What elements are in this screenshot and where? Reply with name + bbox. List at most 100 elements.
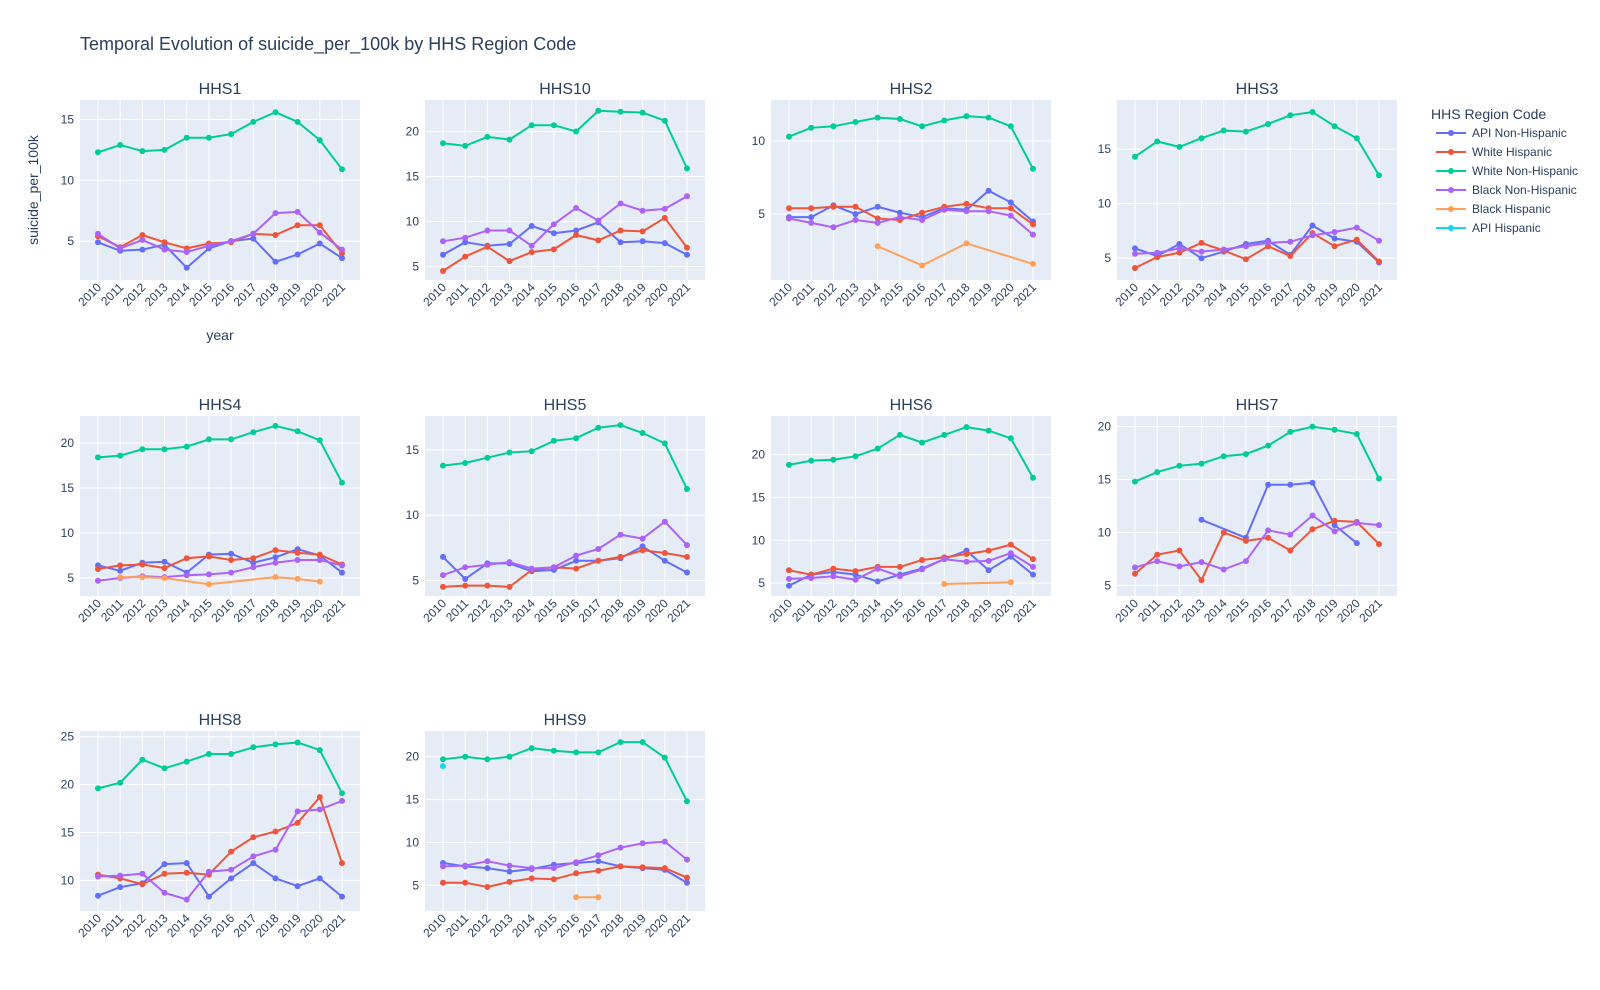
data-point	[117, 142, 124, 148]
data-point	[874, 565, 881, 572]
data-point	[1376, 258, 1382, 265]
x-tick-label: 2012	[465, 911, 494, 940]
data-point	[462, 576, 469, 582]
data-point	[183, 134, 190, 141]
data-point	[617, 108, 624, 115]
data-point	[852, 453, 859, 460]
data-point	[661, 550, 668, 556]
data-point	[339, 893, 345, 900]
legend-item-api-hispanic[interactable]: API Hispanic	[1436, 221, 1541, 235]
data-point	[617, 531, 624, 538]
data-point	[1030, 260, 1036, 267]
x-tick-label: 2011	[789, 596, 817, 624]
data-point	[852, 576, 859, 583]
data-point	[506, 241, 513, 247]
subplot-title: HHS10	[539, 81, 591, 98]
data-point	[205, 134, 212, 141]
x-tick-label: 2018	[1290, 596, 1319, 625]
data-point	[808, 219, 815, 226]
subplot-hhs1: HHS1510152010201120122013201420152016201…	[25, 81, 360, 343]
data-point	[139, 561, 146, 568]
subplot-hhs3: HHS3510152010201120122013201420152016201…	[1098, 81, 1397, 309]
x-tick-label: 2017	[231, 911, 260, 940]
data-point	[316, 578, 323, 585]
x-tick-label: 2017	[231, 596, 260, 625]
data-point	[161, 870, 168, 877]
x-tick-label: 2016	[1245, 280, 1274, 309]
data-point	[528, 865, 535, 872]
data-point	[484, 858, 491, 865]
data-point	[228, 238, 235, 245]
y-tick-label: 15	[61, 481, 75, 495]
series-line	[789, 202, 1034, 226]
data-point	[1007, 579, 1014, 586]
y-tick-label: 10	[406, 508, 420, 522]
data-point	[1220, 529, 1227, 536]
x-tick-label: 2010	[420, 280, 449, 309]
data-point	[462, 460, 469, 466]
data-point	[339, 797, 345, 804]
data-point	[117, 452, 124, 459]
x-tick-label: 2010	[766, 596, 795, 625]
x-tick-label: 2018	[253, 280, 282, 309]
data-point	[440, 763, 446, 770]
data-point	[117, 574, 124, 581]
data-point	[617, 200, 624, 207]
data-point	[941, 117, 948, 124]
legend-item-api-non-hispanic[interactable]: API Non-Hispanic	[1436, 126, 1567, 140]
data-point	[985, 567, 992, 574]
series-line	[788, 115, 1034, 170]
data-point	[1007, 550, 1014, 557]
data-point	[808, 457, 815, 464]
data-point	[573, 749, 580, 756]
x-tick-label: 2020	[1334, 280, 1363, 309]
x-tick-label: 2016	[208, 280, 237, 309]
data-point	[139, 574, 146, 581]
data-point	[528, 122, 535, 129]
data-point	[161, 239, 168, 246]
data-point	[272, 574, 279, 581]
y-tick-label: 15	[406, 793, 420, 807]
series-black-non-hispanic	[440, 518, 690, 579]
x-tick-label: 2014	[1201, 280, 1230, 309]
data-point	[808, 205, 815, 212]
x-tick-label: 2019	[620, 280, 649, 309]
data-point	[462, 564, 469, 571]
legend-swatch-marker	[1448, 168, 1454, 174]
legend-item-black-hispanic[interactable]: Black Hispanic	[1436, 202, 1551, 216]
legend-swatch-marker	[1448, 130, 1454, 136]
data-point	[528, 565, 535, 572]
x-tick-label: 2017	[922, 596, 951, 625]
data-point	[484, 756, 491, 763]
data-point	[1309, 526, 1316, 533]
legend-item-black-non-hispanic[interactable]: Black Non-Hispanic	[1436, 183, 1577, 197]
x-tick-label: 2016	[208, 911, 237, 940]
data-point	[874, 219, 881, 226]
data-point	[684, 542, 690, 549]
data-point	[1176, 241, 1183, 247]
y-tick-label: 10	[752, 134, 766, 148]
x-tick-label: 2019	[966, 596, 995, 625]
x-tick-label: 2021	[319, 596, 348, 625]
data-point	[684, 856, 690, 863]
data-point	[1198, 135, 1205, 142]
y-tick-label: 10	[61, 526, 75, 540]
legend-item-white-hispanic[interactable]: White Hispanic	[1436, 145, 1552, 159]
x-tick-label: 2012	[1157, 280, 1186, 309]
data-point	[639, 739, 646, 746]
x-tick-label: 2014	[855, 280, 884, 309]
data-point	[161, 246, 168, 253]
x-tick-label: 2013	[142, 596, 171, 625]
y-tick-label: 20	[406, 750, 420, 764]
data-point	[1287, 238, 1294, 245]
data-point	[985, 427, 992, 434]
series-white-non-hispanic	[440, 107, 690, 172]
data-point	[786, 133, 792, 140]
subplot-hhs10: HHS10 5 10 15 20 2010201120122013201420152016…	[406, 81, 705, 309]
data-point	[484, 561, 491, 568]
plot-background	[80, 731, 360, 911]
x-tick-label: 2011	[1135, 280, 1163, 308]
series-white-hispanic	[440, 863, 690, 890]
legend-swatch-marker	[1448, 206, 1454, 212]
legend-item-white-non-hispanic[interactable]: White Non-Hispanic	[1436, 164, 1578, 178]
